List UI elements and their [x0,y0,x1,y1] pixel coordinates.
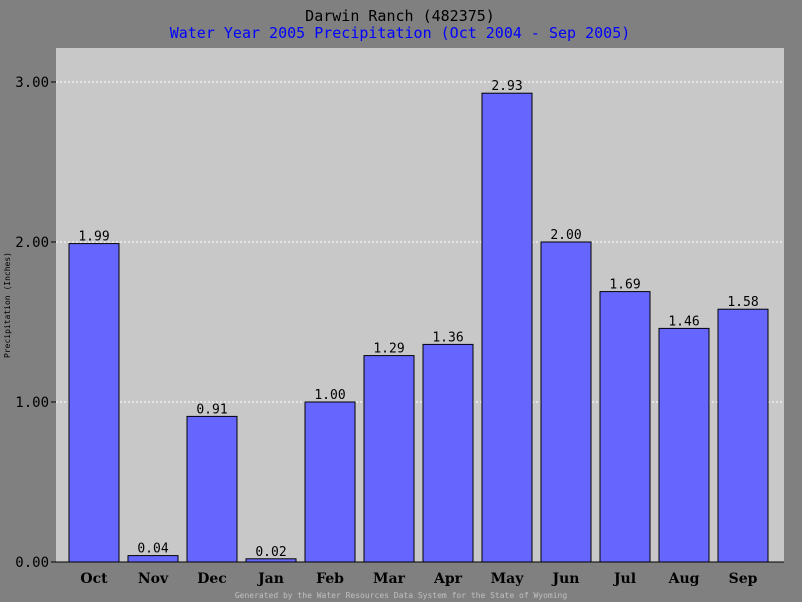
y-tick-label: 0.00 [15,555,49,571]
data-label: 0.04 [137,542,168,557]
grid-lines [56,81,784,403]
data-label: 1.29 [373,342,404,357]
y-axis-ticks: 0.00 1.00 2.00 3.00 [15,75,56,571]
bar-mar [363,355,415,563]
y-tick-label: 1.00 [15,395,49,411]
x-tick-label: Dec [197,571,227,587]
x-tick-label: Apr [433,571,463,587]
data-label: 1.46 [668,314,699,329]
bar-may [481,92,533,563]
chart-title: Darwin Ranch (482375) [305,7,495,25]
data-label: 1.99 [78,230,109,245]
bar-aug [658,327,710,563]
x-tick-label: Jul [612,571,636,587]
bar-dec [186,415,238,563]
x-tick-label: Oct [80,571,108,587]
x-axis-ticks: Oct Nov Dec Jan Feb Mar Apr May Jun Jul Aug Sep [56,561,784,587]
bar-sep [717,308,769,563]
x-tick-label: Nov [138,571,169,587]
data-label: 0.02 [255,545,286,560]
bar-feb [304,401,356,563]
y-tick-label: 3.00 [15,75,49,91]
x-tick-label: May [491,571,525,587]
x-tick-label: Sep [729,571,758,587]
x-tick-label: Jun [551,571,580,587]
data-label: 0.91 [196,402,227,417]
y-tick-label: 2.00 [15,235,49,251]
bar-jul [599,291,651,563]
footer-text: Generated by the Water Resources Data Sy… [235,591,568,600]
x-tick-label: Mar [373,571,406,587]
data-label: 2.93 [491,79,522,94]
data-label: 1.00 [314,388,345,403]
data-label: 2.00 [550,228,581,243]
bars [68,92,769,563]
y-axis-label: Precipitation (Inches) [3,252,12,358]
data-label: 1.58 [727,295,758,310]
bar-oct [68,243,120,563]
x-tick-label: Feb [316,571,344,587]
data-label: 1.69 [609,278,640,293]
x-tick-label: Aug [668,571,700,587]
data-labels: 1.99 0.04 0.91 0.02 1.00 1.29 1.36 2.93 2.00 1.69… [78,79,758,560]
bar-apr [422,343,474,563]
bar-jun [540,241,592,563]
x-tick-label: Jan [256,571,284,587]
chart-subtitle: Water Year 2005 Precipitation (Oct 2004 … [170,24,631,42]
data-label: 1.36 [432,330,463,345]
